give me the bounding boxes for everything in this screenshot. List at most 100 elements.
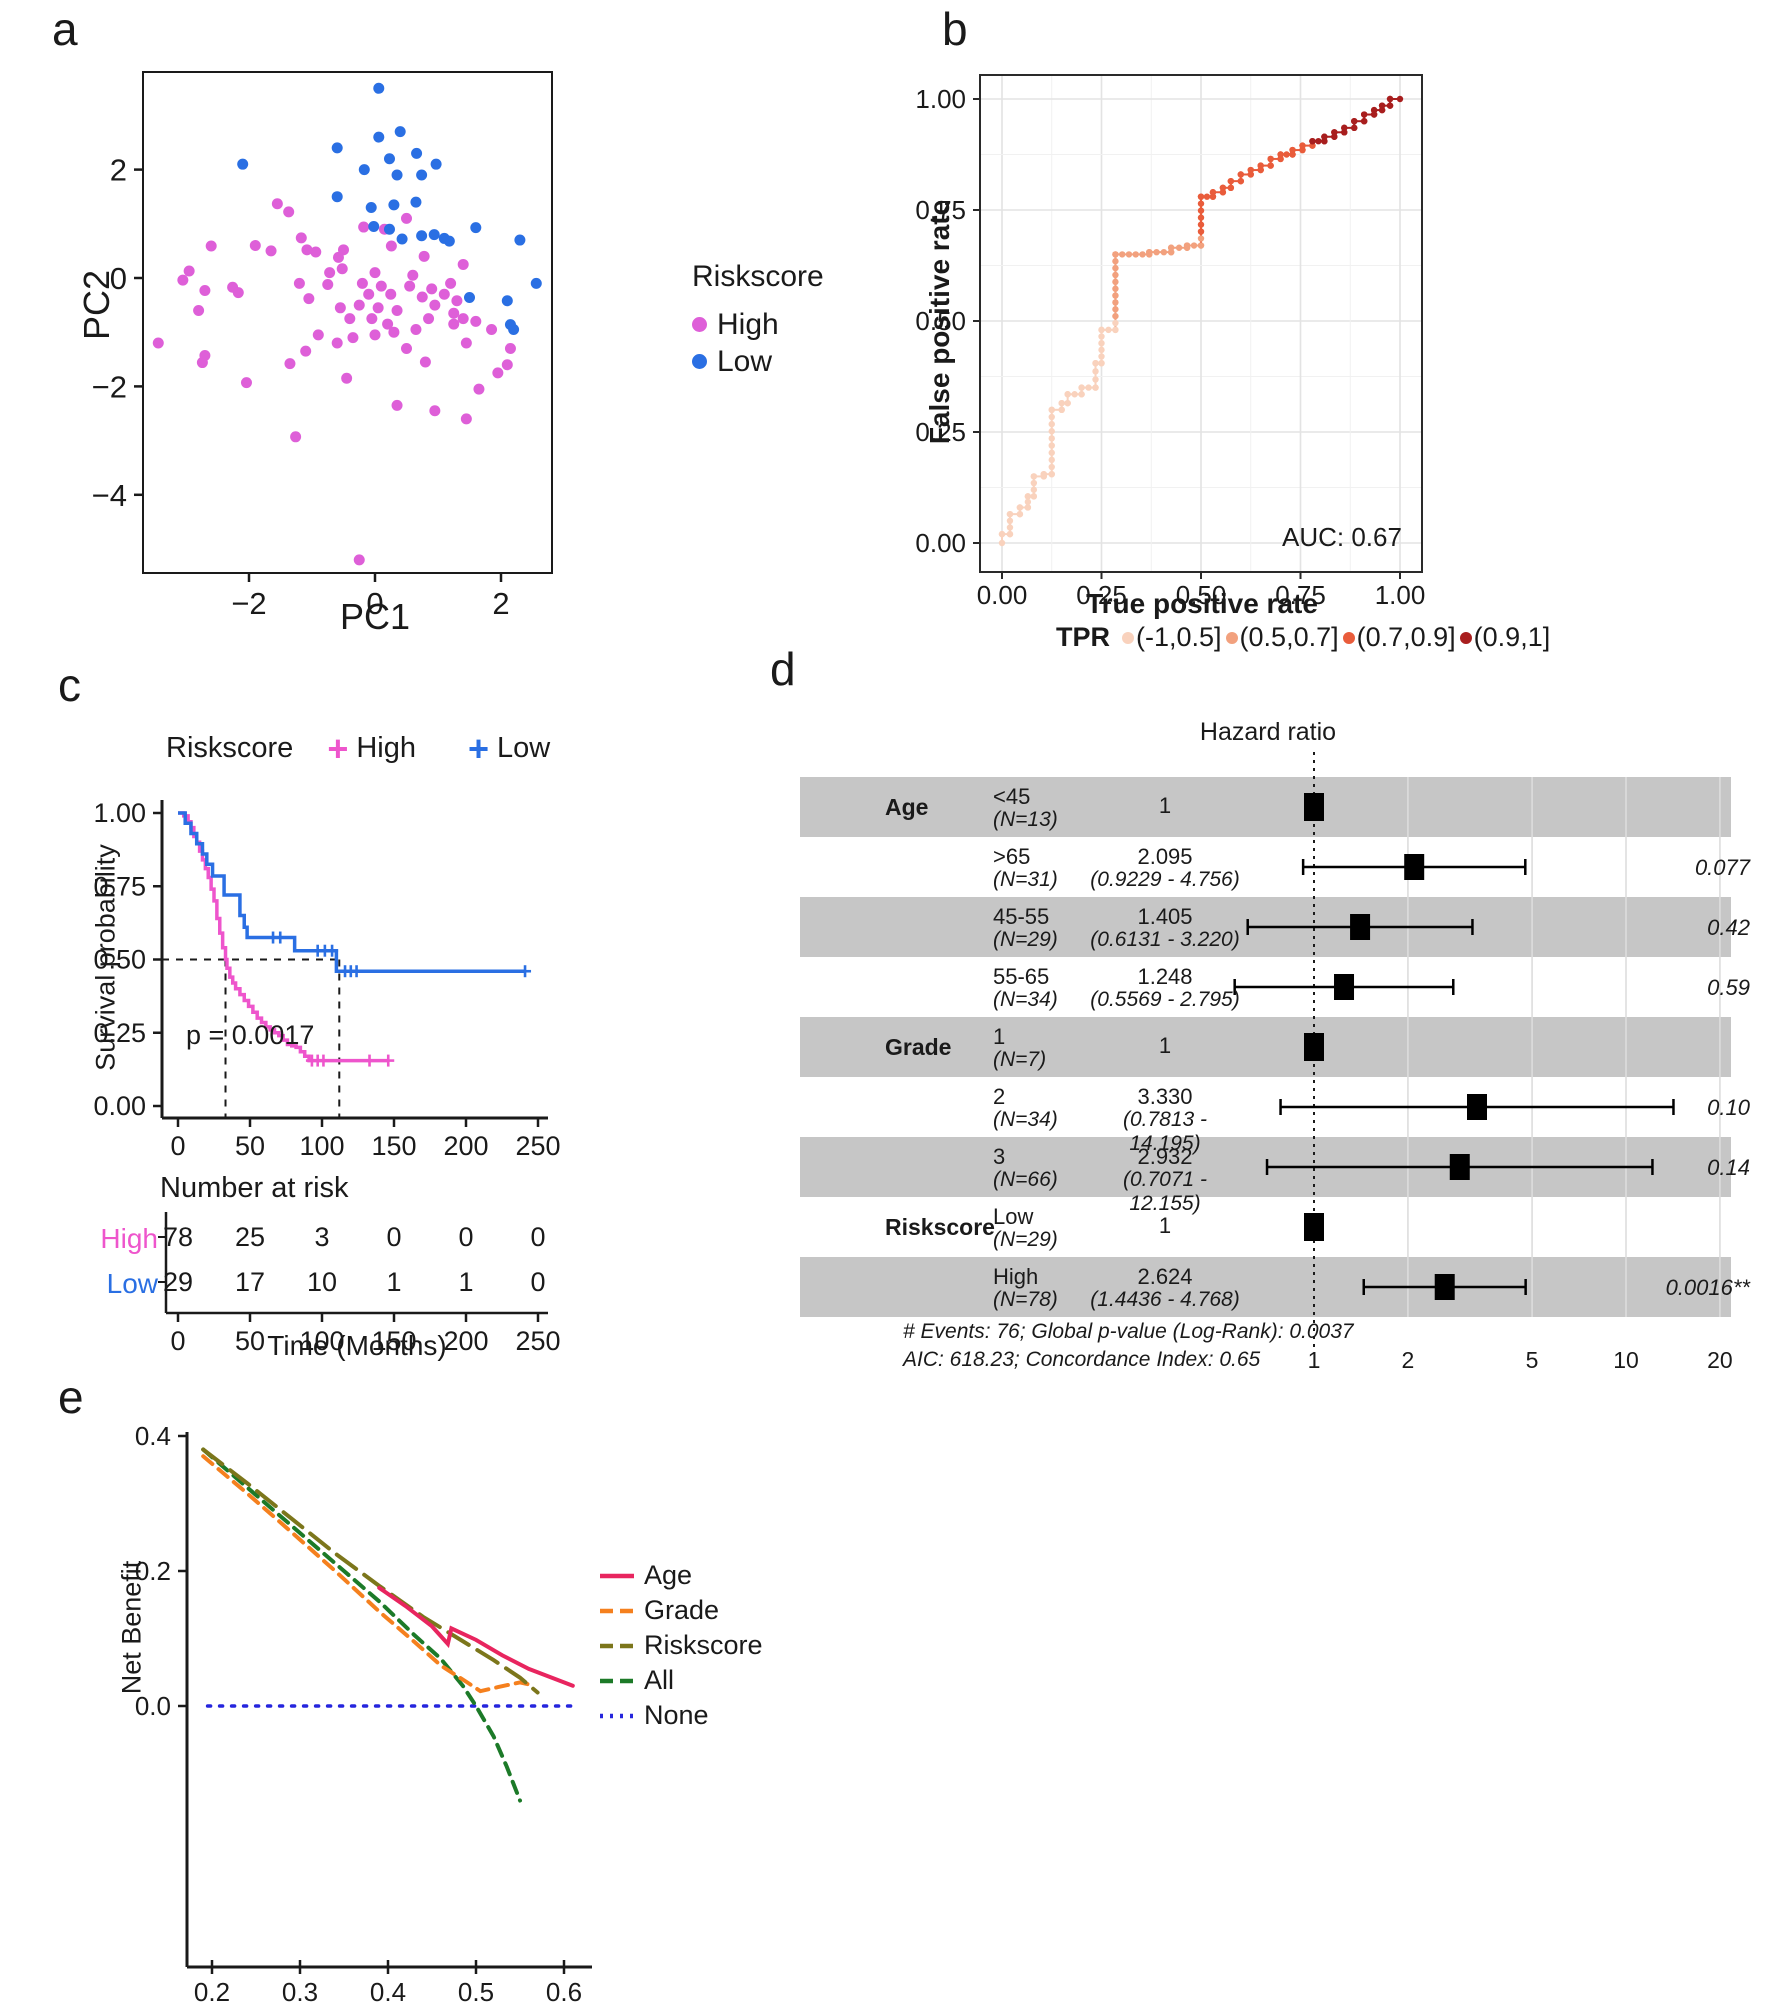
- svg-text:1: 1: [1308, 1347, 1321, 1373]
- svg-text:0.25: 0.25: [915, 417, 966, 447]
- c-risk-value: 78: [163, 1222, 193, 1252]
- svg-text:0.3: 0.3: [282, 1977, 318, 2007]
- svg-text:0.50: 0.50: [93, 945, 146, 975]
- age-line-swatch-icon: [600, 1573, 634, 1578]
- riskscore-line-swatch-icon: [600, 1643, 634, 1648]
- svg-text:0: 0: [366, 586, 383, 621]
- e-curve-riskscore: [201, 1447, 540, 1695]
- svg-text:200: 200: [443, 1326, 488, 1356]
- a-legend-items: High Low: [692, 306, 824, 380]
- svg-text:50: 50: [235, 1326, 265, 1356]
- high-dot-icon: [692, 317, 707, 332]
- c-km-curve-low: [178, 811, 526, 973]
- svg-text:0.50: 0.50: [1176, 580, 1227, 610]
- c-risk-value: 3: [314, 1222, 329, 1252]
- e-curve-grade: [201, 1454, 531, 1694]
- all-line-swatch-icon: [600, 1678, 634, 1683]
- d-n-label: (N=78): [993, 1288, 1058, 1311]
- svg-text:1.00: 1.00: [93, 798, 146, 828]
- d-ci-value: (0.7813 - 14.195): [1122, 1108, 1208, 1155]
- d-p-value: 0.42: [1707, 915, 1750, 940]
- e-legend-label-none: None: [644, 1700, 709, 1730]
- d-group-label: Riskscore: [885, 1214, 995, 1240]
- svg-text:0.50: 0.50: [915, 306, 966, 336]
- a-legend-label-high: High: [717, 307, 779, 341]
- e-legend-item-grade: Grade: [598, 1593, 763, 1628]
- a-points-high: [152, 198, 516, 566]
- b-y-axis-label: False positive rate: [924, 199, 955, 445]
- d-hr-value: 2.932: [1137, 1144, 1193, 1169]
- b-tpr-bin-label: (0.7,0.9]: [1356, 622, 1456, 652]
- c-risk-value: 1: [386, 1267, 401, 1297]
- panel-c-letter: c: [58, 659, 81, 711]
- svg-text:0: 0: [170, 1326, 185, 1356]
- e-legend-item-age: Age: [598, 1558, 763, 1593]
- c-risk-table-title: Number at risk: [160, 1172, 349, 1204]
- d-level-label: Low: [993, 1204, 1034, 1229]
- svg-text:0.00: 0.00: [915, 528, 966, 558]
- d-n-label: (N=7): [993, 1048, 1047, 1071]
- c-risk-value: 25: [235, 1222, 265, 1252]
- d-hr-value: 3.330: [1137, 1084, 1193, 1109]
- d-p-value: 0.14: [1707, 1155, 1750, 1180]
- plus-mark-icon: +: [468, 727, 490, 769]
- c-risk-value: 0: [530, 1222, 545, 1252]
- d-title: Hazard ratio: [1199, 718, 1337, 746]
- e-curve-all: [201, 1447, 522, 1803]
- svg-text:0.00: 0.00: [977, 580, 1028, 610]
- e-legend-item-riskscore: Riskscore: [598, 1628, 763, 1663]
- d-hr-value: 1: [1158, 1213, 1172, 1238]
- a-x-axis-label: PC1: [339, 596, 411, 637]
- low-dot-icon: [692, 354, 707, 369]
- b-tpr-legend-title: TPR: [1056, 622, 1110, 652]
- d-group-label: Age: [885, 794, 929, 820]
- c-legend: Riskscore + High + Low: [166, 727, 602, 769]
- d-hr-value: 2.624: [1137, 1264, 1193, 1289]
- b-roc-curve: [998, 95, 1404, 547]
- none-line-swatch-icon: [600, 1713, 634, 1718]
- c-risk-value: 0: [530, 1267, 545, 1297]
- d-hr-value: 1: [1158, 793, 1172, 818]
- c-x-axis-label: Time (Months): [267, 1330, 447, 1361]
- svg-text:0.75: 0.75: [915, 195, 966, 225]
- d-ci-value: (0.6131 - 3.220): [1090, 928, 1240, 951]
- svg-text:0.2: 0.2: [194, 1977, 230, 2007]
- a-legend: Riskscore High Low: [692, 260, 824, 380]
- svg-text:50: 50: [235, 1131, 265, 1161]
- svg-text:0.00: 0.00: [93, 1091, 146, 1121]
- b-tpr-bin-1: (0.5,0.7]: [1224, 622, 1339, 653]
- d-p-value: 0.0016**: [1665, 1275, 1750, 1300]
- grade-line-swatch-icon: [600, 1608, 634, 1613]
- svg-text:0.6: 0.6: [546, 1977, 582, 2007]
- d-level-label: 55-65: [993, 964, 1050, 989]
- a-legend-item-high: High: [692, 306, 824, 343]
- b-tpr-bin-label: (0.5,0.7]: [1239, 622, 1339, 652]
- svg-text:2: 2: [1402, 1347, 1415, 1373]
- svg-text:0.75: 0.75: [1275, 580, 1326, 610]
- svg-text:0: 0: [110, 261, 127, 296]
- c-risk-label-high: High: [100, 1223, 158, 1254]
- e-legend-item-all: All: [598, 1663, 763, 1698]
- d-p-value: 0.59: [1707, 975, 1750, 1000]
- e-legend-label-all: All: [644, 1665, 675, 1695]
- d-level-label: 2: [993, 1084, 1006, 1109]
- svg-text:20: 20: [1707, 1347, 1733, 1373]
- c-y-axis-label: Survival probability: [90, 844, 121, 1071]
- c-pvalue-text: p = 0.0017: [186, 1020, 315, 1050]
- e-legend: Age Grade Riskscore All None: [598, 1558, 763, 1733]
- d-hr-value: 2.095: [1137, 844, 1193, 869]
- d-hr-value: 1.405: [1137, 904, 1193, 929]
- svg-text:0.25: 0.25: [93, 1018, 146, 1048]
- e-curve-age: [377, 1585, 575, 1688]
- d-ci-value: (0.5569 - 2.795): [1090, 988, 1240, 1011]
- b-auc-text: AUC: 0.67: [1282, 522, 1402, 552]
- tpr-bin-dot-icon: [1225, 631, 1238, 644]
- b-tpr-bin-label: (-1,0.5]: [1136, 622, 1222, 652]
- b-tpr-bin-label: (0.9,1]: [1473, 622, 1551, 652]
- d-p-value: 0.10: [1707, 1095, 1750, 1120]
- c-risk-value: 17: [235, 1267, 265, 1297]
- a-legend-title: Riskscore: [692, 260, 824, 293]
- c-legend-title: Riskscore: [166, 732, 294, 764]
- d-ci-value: (0.9229 - 4.756): [1090, 868, 1240, 891]
